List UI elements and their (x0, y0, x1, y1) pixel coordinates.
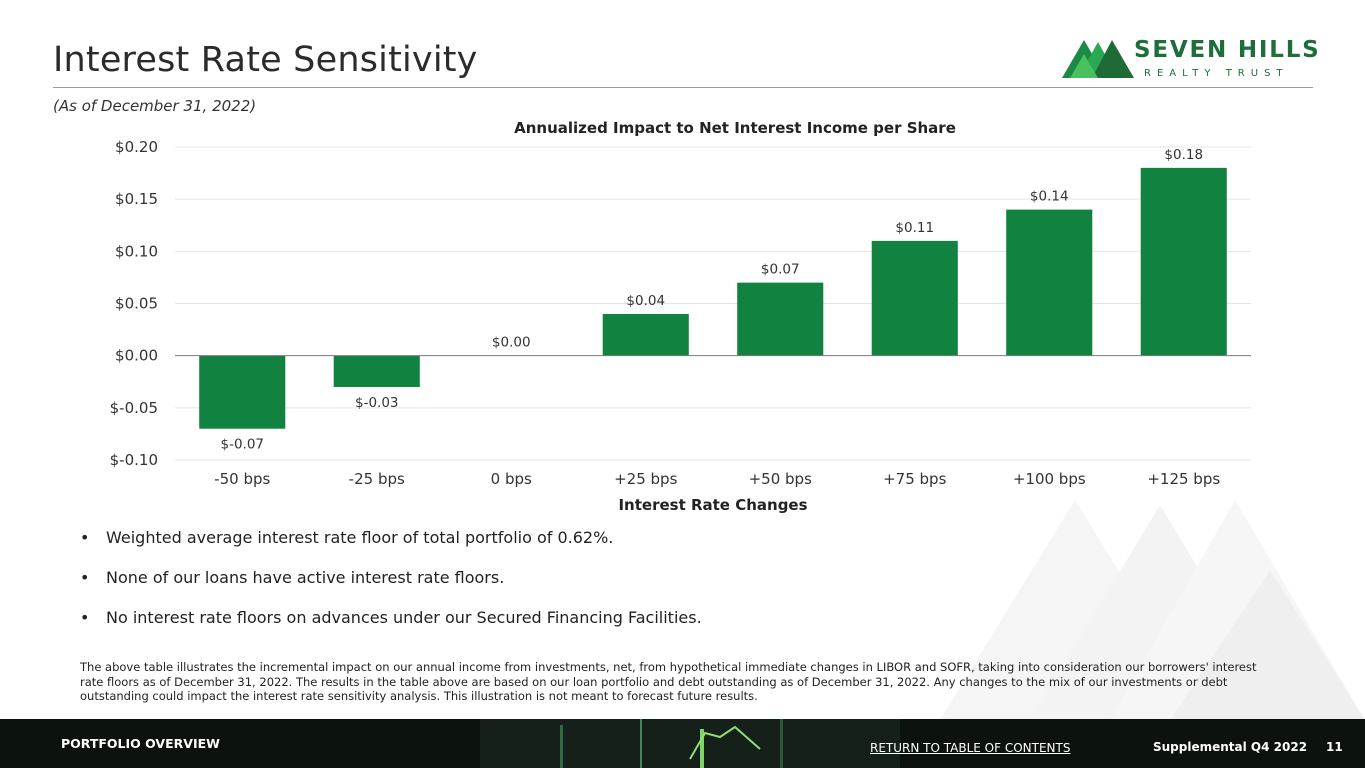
x-tick-label: -50 bps (214, 470, 270, 488)
page-title: Interest Rate Sensitivity (53, 40, 478, 80)
footer-decoration (480, 719, 900, 768)
data-label: $0.04 (626, 293, 665, 309)
y-tick-label: $-0.10 (110, 451, 158, 469)
data-label: $0.14 (1030, 189, 1069, 205)
data-label: $-0.07 (220, 437, 264, 453)
logo-name: SEVEN HILLS (1134, 37, 1321, 63)
y-tick-label: $0.00 (115, 347, 158, 365)
bar (602, 313, 689, 356)
bar (1140, 167, 1227, 356)
as-of-date: (As of December 31, 2022) (53, 97, 257, 115)
data-label: $0.11 (895, 220, 934, 236)
x-tick-label: +125 bps (1147, 470, 1220, 488)
x-tick-label: +75 bps (883, 470, 946, 488)
data-label: $0.18 (1164, 147, 1203, 163)
logo-tagline: REALTY TRUST (1144, 68, 1289, 79)
bullet-list: Weighted average interest rate floor of … (80, 528, 702, 648)
x-tick-label: +100 bps (1013, 470, 1086, 488)
bullet-item: No interest rate floors on advances unde… (80, 608, 702, 627)
y-tick-label: $0.20 (115, 138, 158, 156)
company-logo: SEVEN HILLS REALTY TRUST (1062, 36, 1322, 82)
data-label: $-0.03 (355, 395, 399, 411)
y-tick-label: $-0.05 (110, 399, 158, 417)
x-axis-title: Interest Rate Changes (618, 496, 807, 514)
data-label: $0.00 (492, 335, 531, 351)
x-tick-label: +50 bps (749, 470, 812, 488)
return-to-toc-link[interactable]: RETURN TO TABLE OF CONTENTS (870, 741, 1071, 755)
footer-bar: PORTFOLIO OVERVIEW RETURN TO TABLE OF CO… (0, 719, 1365, 768)
footnote: The above table illustrates the incremen… (80, 660, 1257, 703)
footer-section-label: PORTFOLIO OVERVIEW (61, 736, 220, 751)
bar (871, 240, 958, 356)
page-number: 11 (1326, 740, 1343, 754)
bar (737, 282, 824, 356)
bar (333, 355, 420, 387)
y-tick-label: $0.15 (115, 190, 158, 208)
y-tick-label: $0.10 (115, 242, 158, 260)
footer-document-name: Supplemental Q4 2022 (1153, 740, 1308, 754)
bullet-item: None of our loans have active interest r… (80, 568, 702, 587)
x-tick-label: -25 bps (349, 470, 405, 488)
bullet-item: Weighted average interest rate floor of … (80, 528, 702, 547)
bar-chart: Annualized Impact to Net Interest Income… (110, 119, 1251, 514)
bar (199, 355, 286, 429)
x-tick-label: 0 bps (491, 470, 532, 488)
chart-title: Annualized Impact to Net Interest Income… (514, 119, 956, 137)
data-label: $0.07 (761, 262, 800, 278)
bar (1006, 209, 1093, 356)
title-divider (53, 87, 1313, 88)
x-tick-label: +25 bps (614, 470, 677, 488)
y-tick-label: $0.05 (115, 295, 158, 313)
mountains-icon (1062, 40, 1134, 78)
background-mountains (940, 500, 1365, 720)
